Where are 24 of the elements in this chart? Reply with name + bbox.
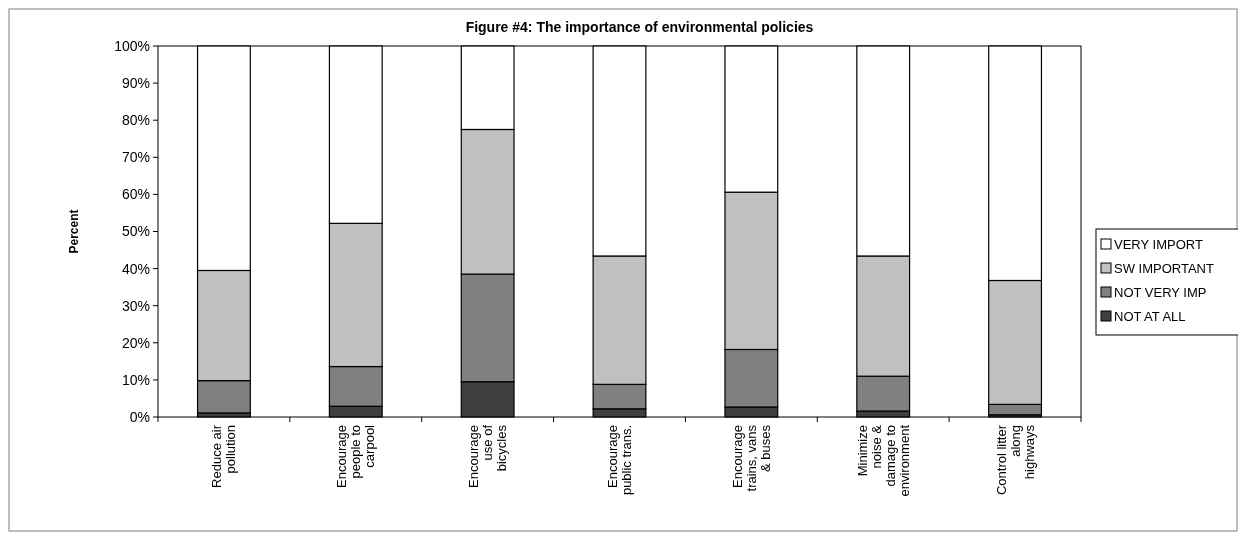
y-tick-label: 10% (121, 371, 150, 388)
x-tick-label: Encourage trains, vans & buses (729, 424, 773, 492)
y-tick-label: 50% (121, 223, 150, 240)
x-tick-label: Minimize noise & damage to environment (854, 424, 912, 497)
x-tick-label: Encourage public trans. (605, 425, 635, 496)
x-tick-label: Reduce air pollution (209, 424, 239, 488)
y-tick-label: 80% (121, 112, 150, 129)
y-tick-label: 40% (121, 260, 150, 277)
y-tick-label: 100% (114, 37, 150, 54)
y-tick-label: 70% (121, 149, 150, 166)
y-tick-label: 20% (121, 334, 150, 351)
y-tick-label: 30% (121, 297, 150, 314)
y-tick-label: 0% (129, 408, 150, 425)
legend-label: NOT AT ALL (1114, 308, 1186, 324)
y-tick-label: 60% (121, 186, 150, 203)
legend-label: NOT VERY IMP (1114, 284, 1207, 300)
y-axis-title: Percent (67, 209, 81, 254)
x-tick-label: Control litter along highways (993, 424, 1037, 496)
legend-label: VERY IMPORT (1114, 236, 1203, 252)
x-tick-label: Encourage use of bicycles (466, 424, 510, 488)
x-tick-label: Encourage people to carpool (334, 424, 378, 488)
legend-label: SW IMPORTANT (1114, 260, 1214, 276)
chart-title: Figure #4: The importance of environmental policies (465, 19, 814, 35)
y-tick-label: 90% (121, 75, 150, 91)
